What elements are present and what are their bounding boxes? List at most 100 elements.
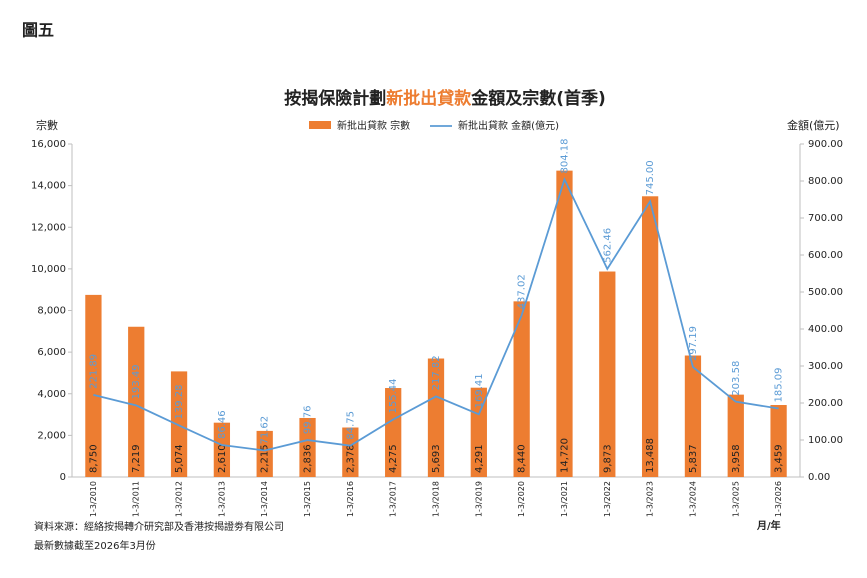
y2-axis-label: 金額(億元) (787, 118, 840, 132)
y-tick-label: 10,000 (31, 264, 66, 275)
bar-value-label: 5,693 (431, 444, 442, 473)
bar-value-label: 2,378 (345, 444, 356, 473)
bar (299, 417, 316, 477)
bar-value-label: 14,720 (559, 438, 570, 473)
bar-value-label: 13,488 (645, 438, 656, 473)
bar-value-label: 8,750 (88, 444, 99, 473)
line-value-label: 139.28 (174, 384, 185, 419)
y2-tick-label: 100.00 (808, 435, 843, 446)
bar (727, 394, 744, 477)
line-value-label: 71.62 (260, 416, 271, 445)
bar (128, 326, 145, 477)
bar (641, 196, 659, 477)
y2-tick-label: 200.00 (808, 398, 843, 409)
bar (770, 405, 787, 477)
line-value-label: 84.75 (345, 411, 356, 440)
bar (256, 430, 273, 477)
line-value-label: 297.19 (688, 326, 699, 361)
y2-tick-label: 0.00 (808, 472, 830, 483)
line-value-label: 203.58 (731, 361, 742, 396)
line-value-label: 193.49 (131, 364, 142, 399)
bar-value-label: 7,219 (131, 444, 142, 473)
y-tick-label: 4,000 (37, 389, 66, 400)
x-tick-label: 1-3/2021 (560, 481, 569, 517)
line-value-label: 155.44 (388, 378, 399, 413)
bar (513, 301, 530, 477)
x-tick-label: 1-3/2026 (774, 481, 783, 517)
bar (427, 358, 445, 477)
y-tick-label: 8,000 (37, 306, 66, 317)
bar-value-label: 2,610 (217, 444, 228, 473)
bar-value-label: 5,837 (688, 444, 699, 473)
y-tick-label: 16,000 (31, 139, 66, 150)
y-tick-label: 2,000 (37, 430, 66, 441)
bar (684, 355, 702, 477)
x-tick-label: 1-3/2020 (517, 481, 526, 517)
bar-value-label: 3,958 (731, 444, 742, 473)
y-tick-label: 6,000 (37, 347, 66, 358)
line-value-label: 562.46 (602, 228, 613, 263)
x-tick-label: 1-3/2010 (89, 481, 98, 517)
y-tick-label: 12,000 (31, 222, 66, 233)
x-tick-label: 1-3/2012 (175, 481, 184, 517)
bar (385, 388, 402, 477)
legend-label: 新批出貸款 宗數 (337, 119, 410, 132)
legend-label: 新批出貸款 金額(億元) (458, 119, 559, 132)
y2-tick-label: 600.00 (808, 250, 843, 261)
bar-value-label: 3,459 (774, 444, 785, 473)
title-part: 新批出貸款 (386, 88, 472, 109)
y2-tick-label: 300.00 (808, 361, 843, 372)
line-value-label: 217.82 (431, 355, 442, 390)
bar-value-label: 5,074 (174, 444, 185, 473)
bar (85, 294, 102, 477)
bar (213, 422, 231, 477)
bar-value-label: 8,440 (517, 444, 528, 473)
x-tick-label: 1-3/2017 (389, 481, 398, 517)
bar-value-label: 2,836 (303, 444, 314, 473)
bar (599, 271, 616, 477)
title-part: 金額及宗數(首季) (470, 88, 606, 109)
y-tick-label: 0 (60, 472, 66, 483)
x-tick-label: 1-3/2024 (688, 481, 697, 517)
line-value-label: 185.09 (774, 368, 785, 403)
y-axis-label: 宗數 (36, 118, 58, 132)
title-part: 按揭保險計劃 (284, 88, 386, 109)
x-tick-label: 1-3/2025 (731, 481, 740, 517)
source-note: 資料來源：經絡按揭轉介研究部及香港按揭證劵有限公司 (34, 520, 284, 533)
x-tick-label: 1-3/2014 (260, 481, 269, 517)
x-tick-label: 1-3/2011 (132, 481, 141, 517)
x-axis-label: 月/年 (756, 519, 781, 532)
x-tick-label: 1-3/2015 (303, 481, 312, 517)
x-tick-label: 1-3/2013 (217, 481, 226, 517)
y2-tick-label: 400.00 (808, 324, 843, 335)
bar-value-label: 4,291 (474, 444, 485, 473)
chart-title: 按揭保險計劃新批出貸款金額及宗數(首季) (284, 88, 606, 109)
bar-value-label: 4,275 (388, 444, 399, 473)
line-value-label: 804.18 (559, 138, 570, 173)
bar-value-label: 2,215 (260, 444, 271, 473)
x-tick-label: 1-3/2022 (603, 481, 612, 517)
line-value-label: 437.02 (517, 274, 528, 309)
x-tick-label: 1-3/2018 (432, 481, 441, 517)
y2-tick-label: 900.00 (808, 139, 843, 150)
y2-tick-label: 800.00 (808, 176, 843, 187)
line-value-label: 99.76 (303, 405, 314, 434)
x-tick-label: 1-3/2023 (646, 481, 655, 517)
y2-tick-label: 700.00 (808, 213, 843, 224)
bar (556, 170, 573, 477)
line-value-label: 169.41 (474, 373, 485, 408)
x-tick-label: 1-3/2016 (346, 481, 355, 517)
heading: 圖五 (22, 21, 54, 40)
legend-swatch (309, 121, 331, 129)
line-value-label: 745.00 (645, 160, 656, 195)
y-tick-label: 14,000 (31, 181, 66, 192)
x-tick-label: 1-3/2019 (474, 481, 483, 517)
y2-tick-label: 500.00 (808, 287, 843, 298)
line (93, 177, 779, 452)
bar (170, 371, 188, 477)
bar (342, 427, 359, 477)
bar-value-label: 9,873 (602, 444, 613, 473)
bar (470, 387, 487, 477)
line-value-label: 86.46 (217, 410, 228, 439)
